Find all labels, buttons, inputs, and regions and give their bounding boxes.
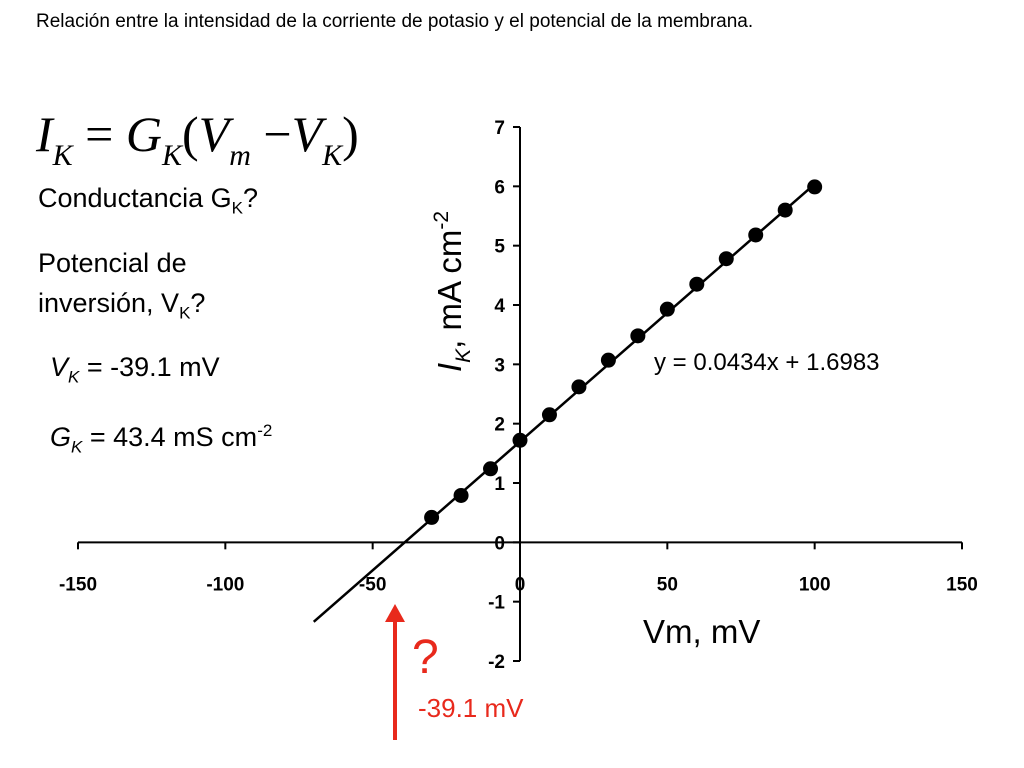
y-tick-label: 4	[494, 296, 505, 317]
arrow-head	[385, 604, 405, 622]
y-tick-label: -2	[488, 652, 505, 673]
formula-vm-sub: m	[229, 139, 251, 172]
svg-text:IK, mA cm-2: IK, mA cm-2	[430, 211, 475, 372]
data-point	[807, 179, 823, 195]
y-tick-label: 6	[494, 177, 505, 198]
y-label-sup: -2	[430, 211, 453, 230]
tick-labels: -150 -100 -50 0 50 100 150 -2 -1 0 1 2 3 4 5 6 7	[59, 118, 978, 673]
y-label-i: I	[431, 363, 468, 372]
result-gk: GK = 43.4 mS cm-2	[50, 415, 272, 462]
result-gk-symbol: G	[50, 422, 72, 452]
trendline	[312, 183, 816, 623]
y-tick-label: 5	[494, 237, 505, 258]
ohmic-current-formula: IK = GK(Vm −VK)	[36, 104, 359, 186]
y-tick-label: 0	[494, 533, 505, 554]
x-tick-label: -100	[206, 574, 244, 595]
x-tick-label: 50	[657, 574, 678, 595]
x-axis-label: Vm, mV	[643, 613, 760, 650]
data-point	[777, 202, 793, 218]
y-tick-label: -1	[488, 593, 505, 614]
y-tick-label: 3	[494, 355, 505, 376]
formula-equals: =	[85, 106, 114, 162]
formula-vm: V	[198, 106, 230, 162]
data-point	[453, 487, 469, 503]
y-axis-label: IK, mA cm-2	[430, 211, 475, 372]
data-point	[689, 276, 705, 292]
y-tick-label: 1	[494, 474, 505, 495]
formula-gk-sub: K	[161, 139, 182, 172]
question-reversal-line1: Potencial de	[38, 248, 187, 278]
question-mark: ?	[412, 631, 439, 684]
data-point	[600, 352, 616, 368]
data-point	[541, 407, 557, 423]
question-conductance: Conductancia GK?	[38, 183, 258, 223]
data-point	[512, 432, 528, 448]
reversal-arrow	[385, 604, 405, 740]
x-tick-label: -50	[359, 574, 386, 595]
result-gk-sub: K	[71, 437, 83, 457]
result-gk-value: = 43.4 mS cm	[82, 422, 258, 452]
formula-vk-sub: K	[322, 139, 343, 172]
y-tick-label: 2	[494, 415, 505, 436]
formula-gk: G	[125, 106, 162, 162]
slide-title: Relación entre la intensidad de la corri…	[36, 11, 754, 32]
y-tick-label: 7	[494, 118, 505, 139]
question-conductance-end: ?	[242, 183, 258, 213]
result-vk-value: = -39.1 mV	[79, 352, 220, 382]
formula-ik-sub: K	[52, 139, 73, 172]
chart-axes	[77, 126, 963, 662]
data-point	[659, 301, 675, 317]
x-tick-label: -150	[59, 574, 97, 595]
data-point	[571, 379, 587, 395]
x-tick-label: 150	[946, 574, 978, 595]
result-gk-sup: -2	[257, 421, 273, 440]
arrow-label: -39.1 mV	[418, 693, 524, 723]
question-reversal-sub: K	[179, 303, 191, 323]
data-point	[718, 251, 734, 267]
result-vk: VK = -39.1 mV	[50, 352, 220, 392]
question-conductance-sub: K	[231, 198, 243, 218]
formula-ik: I	[36, 106, 53, 162]
result-vk-symbol: V	[50, 352, 69, 382]
question-reversal-line2: inversión, VK?	[38, 288, 205, 328]
formula-close-paren: )	[342, 106, 359, 162]
x-tick-label: 0	[515, 574, 526, 595]
data-point	[630, 328, 646, 344]
y-label-unit: , mA cm	[431, 230, 468, 349]
y-label-sub: K	[452, 348, 475, 363]
formula-open-paren: (	[182, 106, 199, 162]
question-reversal-text: inversión, V	[38, 288, 180, 318]
question-conductance-text: Conductancia G	[38, 183, 232, 213]
data-point	[483, 461, 499, 477]
formula-vk: V	[291, 106, 323, 162]
data-point	[748, 227, 764, 243]
trendline-group	[312, 183, 816, 623]
formula-minus: −	[263, 106, 292, 162]
trendline-equation: y = 0.0434x + 1.6983	[654, 349, 880, 376]
question-reversal-end: ?	[190, 288, 206, 318]
x-tick-label: 100	[799, 574, 831, 595]
data-point	[424, 509, 440, 525]
result-vk-sub: K	[68, 367, 80, 387]
data-points	[424, 179, 823, 525]
